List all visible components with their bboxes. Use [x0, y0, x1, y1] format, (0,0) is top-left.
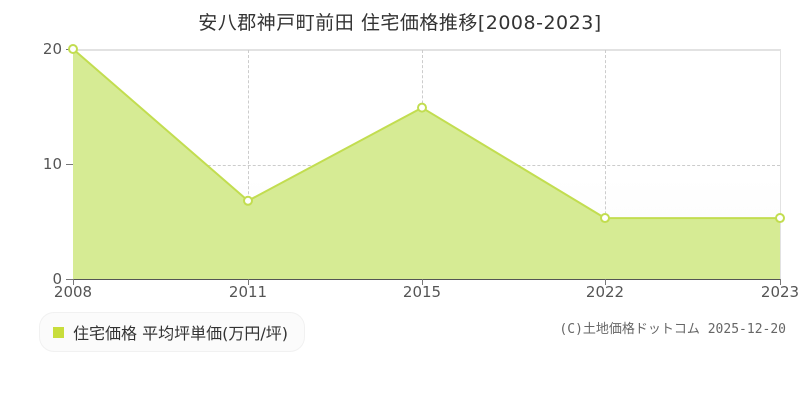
- x-tick-label-2015: 2015: [402, 283, 442, 301]
- x-tick-mark-2023: [780, 279, 781, 285]
- chart-title: 安八郡神戸町前田 住宅価格推移[2008-2023]: [198, 12, 602, 34]
- y-axis-line: [73, 49, 74, 280]
- y-tick-label-10: 10: [42, 155, 62, 173]
- x-tick-mark-2011: [248, 279, 249, 285]
- gridline-v-2015: [422, 50, 423, 280]
- copyright-credit: (C)土地価格ドットコム 2025-12-20: [559, 322, 786, 337]
- x-tick-label-2023: 2023: [760, 283, 800, 301]
- x-tick-label-2008: 2008: [53, 283, 93, 301]
- gridline-v-2011: [248, 50, 249, 280]
- y-tick-mark-10: [66, 164, 73, 165]
- y-tick-label-20: 20: [42, 40, 62, 58]
- legend: 住宅価格 平均坪単価(万円/坪): [40, 313, 304, 351]
- y-tick-mark-20: [66, 49, 73, 50]
- y-tick-label-0: 0: [52, 270, 62, 288]
- legend-label: 住宅価格 平均坪単価(万円/坪): [73, 324, 288, 343]
- x-tick-label-2011: 2011: [228, 283, 268, 301]
- legend-swatch-icon: [53, 326, 64, 338]
- y-tick-mark-0: [66, 279, 73, 280]
- x-tick-mark-2008: [73, 279, 74, 285]
- x-tick-mark-2022: [605, 279, 606, 285]
- gridline-h-10: [73, 165, 780, 166]
- x-axis-line: [73, 279, 781, 280]
- gridline-h-20: [73, 50, 780, 51]
- x-tick-label-2022: 2022: [585, 283, 625, 301]
- gridline-v-2022: [605, 50, 606, 280]
- plot-area: [73, 49, 781, 280]
- x-tick-mark-2015: [422, 279, 423, 285]
